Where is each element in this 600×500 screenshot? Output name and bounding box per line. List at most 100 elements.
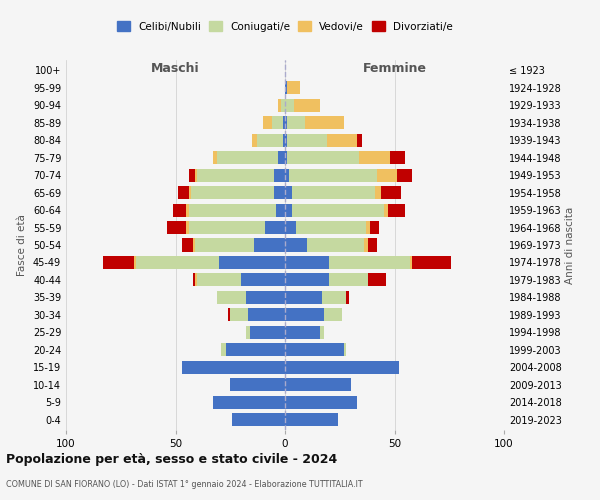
Bar	[285, 360, 399, 374]
Bar	[182, 238, 285, 252]
Bar	[193, 238, 285, 252]
Bar	[285, 238, 307, 252]
Bar	[230, 378, 285, 391]
Bar	[221, 343, 285, 356]
Bar	[213, 396, 285, 408]
Bar	[217, 291, 285, 304]
Bar	[285, 413, 338, 426]
Bar	[245, 326, 285, 339]
Bar	[285, 360, 399, 374]
Bar	[285, 274, 386, 286]
Bar	[285, 308, 342, 322]
Bar	[285, 326, 325, 339]
Bar	[285, 168, 397, 181]
Bar	[188, 168, 285, 181]
Bar	[285, 238, 368, 252]
Bar	[188, 204, 285, 216]
Bar	[285, 326, 320, 339]
Bar	[285, 221, 366, 234]
Bar	[285, 308, 325, 322]
Bar	[285, 396, 357, 408]
Bar	[285, 256, 412, 269]
Bar	[134, 256, 285, 269]
Bar	[285, 308, 342, 322]
Bar	[245, 326, 285, 339]
Bar	[285, 116, 305, 130]
Bar	[195, 274, 285, 286]
Bar	[285, 308, 342, 322]
Bar	[232, 413, 285, 426]
Bar	[254, 238, 285, 252]
Bar	[283, 134, 285, 147]
Bar	[182, 360, 285, 374]
Bar	[248, 308, 285, 322]
Bar	[182, 360, 285, 374]
Bar	[228, 308, 285, 322]
Bar	[265, 221, 285, 234]
Bar	[285, 168, 412, 181]
Bar	[285, 134, 287, 147]
Bar	[285, 274, 329, 286]
Bar	[230, 308, 285, 322]
Bar	[278, 99, 285, 112]
Bar	[285, 378, 350, 391]
Bar	[285, 116, 344, 130]
Bar	[167, 221, 285, 234]
Bar	[213, 396, 285, 408]
Bar	[285, 343, 344, 356]
Bar	[285, 204, 292, 216]
Bar	[285, 116, 287, 130]
Bar	[285, 291, 346, 304]
Bar	[197, 274, 285, 286]
Bar	[278, 151, 285, 164]
Bar	[178, 186, 285, 199]
Text: Maschi: Maschi	[151, 62, 200, 74]
Bar	[245, 326, 285, 339]
Bar	[285, 413, 338, 426]
Bar	[285, 82, 287, 94]
Bar	[221, 343, 285, 356]
Bar	[285, 326, 325, 339]
Bar	[285, 151, 390, 164]
Bar	[285, 326, 325, 339]
Bar	[285, 116, 344, 130]
Bar	[285, 99, 294, 112]
Bar	[285, 378, 350, 391]
Bar	[195, 168, 285, 181]
Bar	[285, 186, 382, 199]
Bar	[285, 360, 399, 374]
Bar	[191, 186, 285, 199]
Bar	[283, 116, 285, 130]
Bar	[193, 274, 285, 286]
Bar	[285, 134, 357, 147]
Bar	[285, 186, 292, 199]
Bar	[285, 168, 289, 181]
Bar	[285, 151, 406, 164]
Bar	[285, 291, 349, 304]
Bar	[220, 256, 285, 269]
Bar	[136, 256, 285, 269]
Bar	[285, 291, 322, 304]
Bar	[285, 168, 377, 181]
Bar	[230, 308, 285, 322]
Text: Femmine: Femmine	[362, 62, 427, 74]
Bar	[263, 116, 285, 130]
Bar	[221, 343, 285, 356]
Bar	[187, 221, 285, 234]
Bar	[285, 413, 338, 426]
Bar	[263, 116, 285, 130]
Bar	[285, 221, 370, 234]
Bar	[285, 99, 320, 112]
Bar	[226, 343, 285, 356]
Bar	[197, 168, 285, 181]
Bar	[285, 186, 375, 199]
Bar	[276, 204, 285, 216]
Bar	[285, 204, 406, 216]
Bar	[285, 99, 320, 112]
Bar	[285, 256, 410, 269]
Bar	[217, 151, 285, 164]
Bar	[232, 413, 285, 426]
Bar	[245, 291, 285, 304]
Bar	[272, 116, 285, 130]
Bar	[173, 204, 285, 216]
